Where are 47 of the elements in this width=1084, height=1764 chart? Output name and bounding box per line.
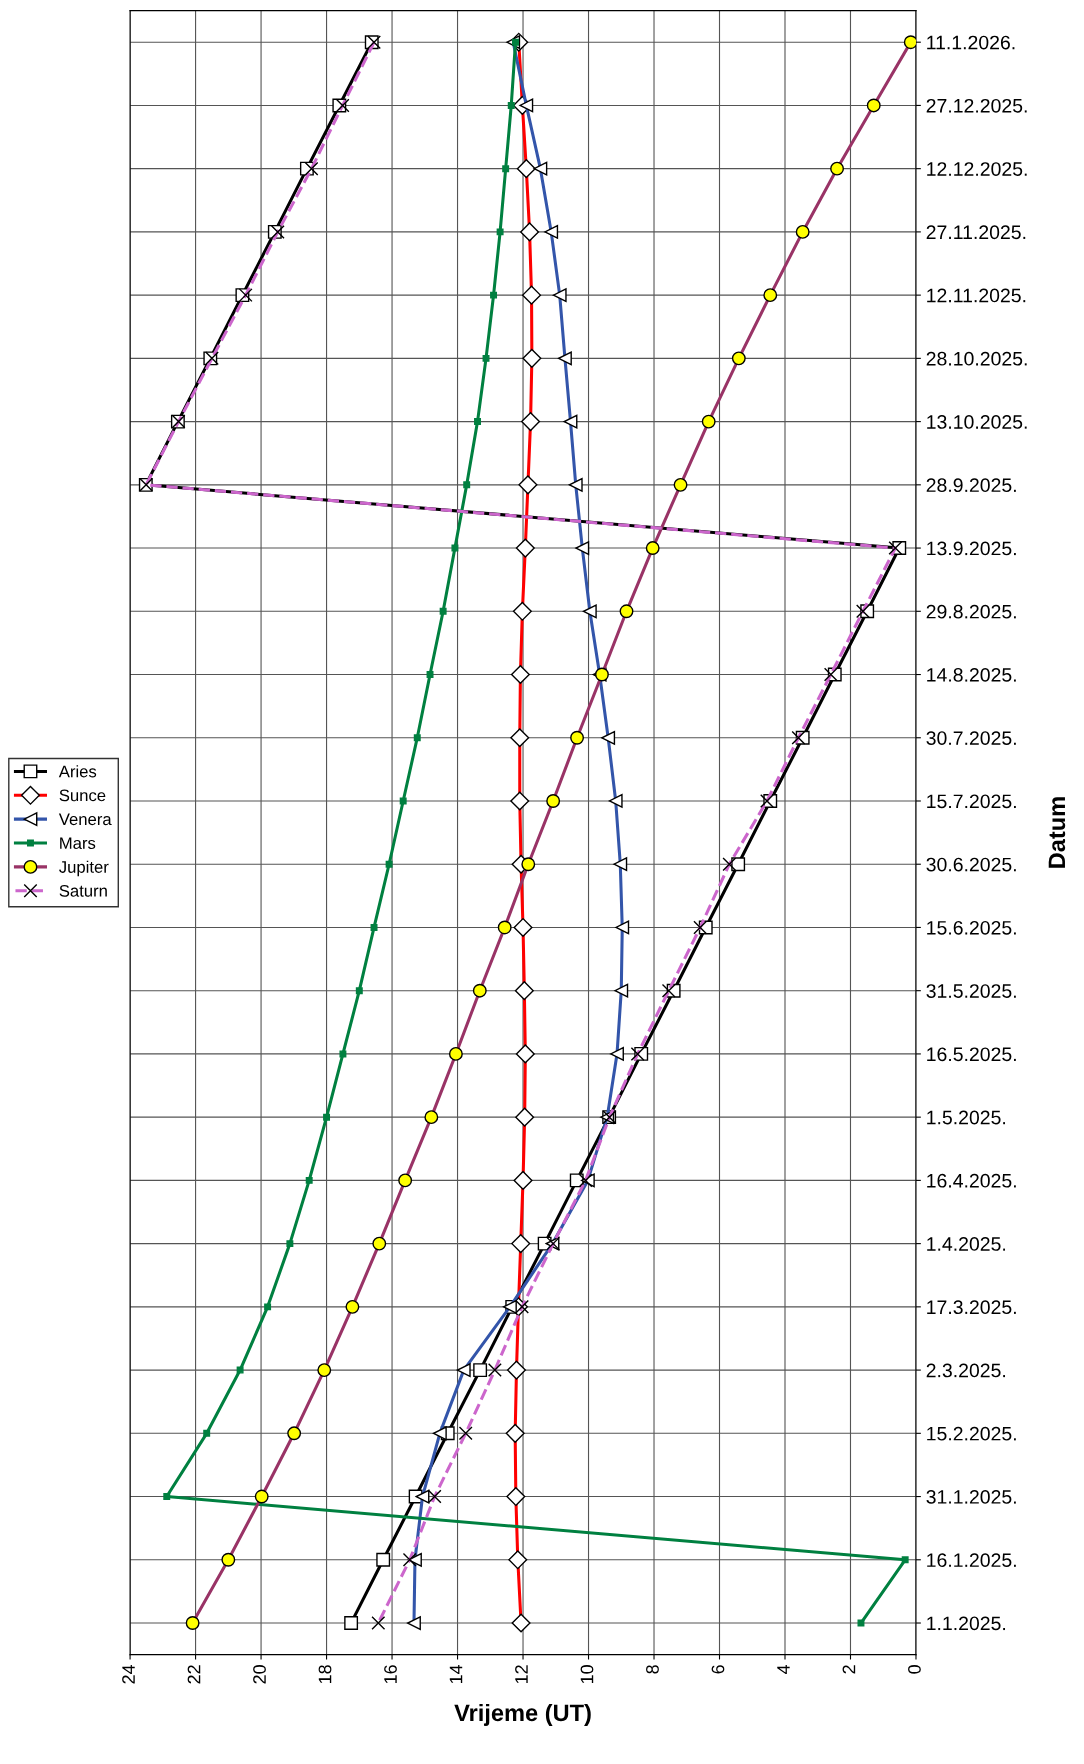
- y-tick-label: 13.9.2025.: [927, 541, 1016, 556]
- y-tick-label: 13.10.2025.: [927, 415, 1027, 429]
- y-tick-label: 15.7.2025.: [927, 794, 1016, 809]
- y-tick-label: 15.6.2025.: [927, 920, 1016, 935]
- x-tick-label: 22: [187, 1665, 201, 1684]
- legend-label: Sunce: [59, 789, 106, 802]
- y-tick-label: 28.10.2025.: [926, 351, 1027, 366]
- y-tick-label: 29.8.2025.: [926, 604, 1016, 619]
- y-tick-label: 1.1.2025.: [927, 1616, 1006, 1631]
- y-tick-label: 31.1.2025.: [926, 1490, 1016, 1504]
- y-axis-title: Datum: [1048, 797, 1066, 868]
- y-tick-label: 28.9.2025.: [926, 478, 1016, 493]
- y-tick-label: 2.3.2025.: [926, 1363, 1006, 1378]
- x-tick-label: 10: [580, 1665, 594, 1684]
- x-tick-label: 8: [646, 1665, 659, 1674]
- y-tick-label: 1.5.2025.: [927, 1110, 1006, 1125]
- y-tick-label: 27.11.2025.: [926, 225, 1026, 240]
- x-tick-label: 12: [515, 1665, 528, 1684]
- y-tick-label: 30.6.2025.: [926, 857, 1016, 872]
- y-tick-label: 12.12.2025.: [927, 162, 1027, 176]
- x-tick-label: 16: [384, 1665, 397, 1684]
- x-tick-label: 6: [711, 1665, 725, 1674]
- y-tick-label: 12.11.2025.: [927, 288, 1026, 303]
- x-tick-label: 0: [908, 1665, 921, 1674]
- y-tick-label: 16.1.2025.: [927, 1553, 1016, 1568]
- y-tick-label: 27.12.2025.: [926, 98, 1027, 113]
- x-tick-label: 14: [449, 1664, 463, 1684]
- legend-label: Venera: [58, 813, 112, 826]
- legend-label: Aries: [58, 765, 97, 778]
- y-tick-label: 16.4.2025.: [927, 1173, 1016, 1188]
- x-tick-label: 2: [842, 1665, 856, 1674]
- x-axis-title: Vrijeme (UT): [454, 1703, 591, 1726]
- legend-label: Mars: [60, 837, 96, 850]
- y-tick-label: 1.4.2025.: [927, 1237, 1006, 1251]
- y-tick-label: 17.3.2025.: [927, 1300, 1016, 1315]
- y-tick-label: 14.8.2025.: [927, 667, 1016, 682]
- x-tick-label: 4: [777, 1664, 790, 1674]
- y-tick-label: 16.5.2025.: [927, 1047, 1016, 1062]
- legend-label: Jupiter: [59, 860, 109, 877]
- y-tick-label: 31.5.2025.: [926, 984, 1016, 998]
- y-tick-label: 11.1.2026.: [927, 35, 1015, 50]
- legend-label: Saturn: [59, 884, 107, 897]
- x-tick-label: 20: [253, 1665, 266, 1684]
- x-tick-label: 24: [122, 1664, 135, 1684]
- y-tick-label: 15.2.2025.: [927, 1426, 1016, 1441]
- y-tick-label: 30.7.2025.: [926, 731, 1016, 745]
- x-tick-label: 18: [318, 1665, 332, 1684]
